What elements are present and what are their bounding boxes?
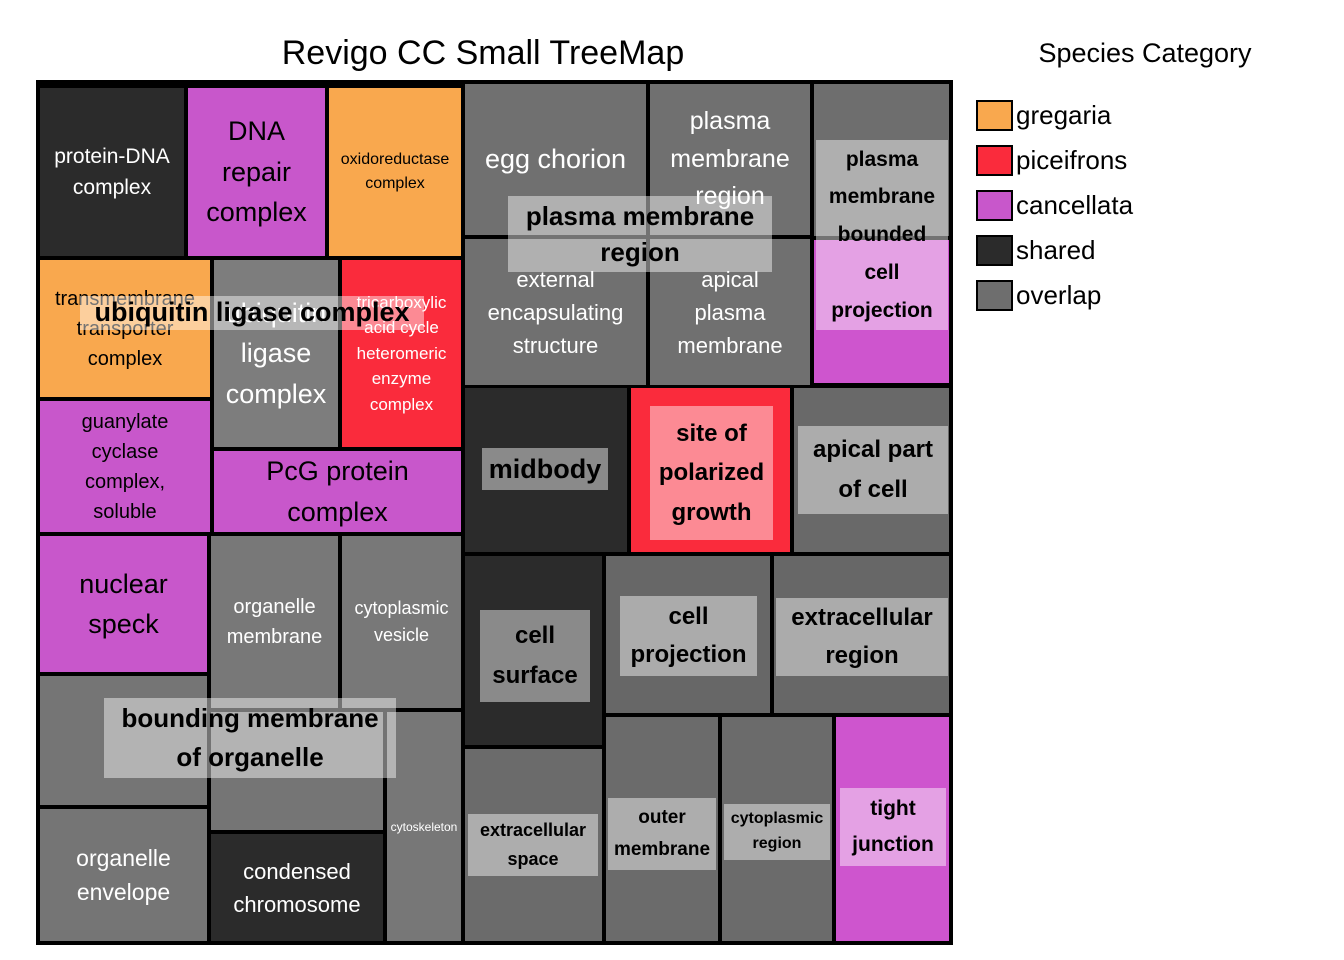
treemap-cell-label: transmembrane transporter complex (54, 287, 196, 370)
gregaria-color-swatch (976, 100, 1013, 131)
treemap-cell-protein-dna-complex: protein-DNA complex (40, 88, 184, 256)
treemap-cell-label: protein-DNA complex (54, 144, 170, 200)
treemap-cell-apical-part-of-cell (794, 388, 949, 552)
treemap-cell-label: external encapsulating structure (487, 266, 624, 358)
treemap-group-label-cytoplasmic-region: cytoplasmic region (724, 804, 830, 860)
treemap-cell-label: organelle envelope (76, 844, 171, 906)
treemap-group-label-plasma-membrane-bounded-cell-projection: plasma membrane bounded cell projection (816, 140, 948, 330)
treemap-cell-plasma-membrane-region: plasma membrane region (650, 84, 810, 235)
treemap-cell-site-of-polarized-growth (631, 388, 790, 552)
treemap-cell-extracellular-region (774, 556, 949, 713)
legend-item-piceifrons: piceifrons (976, 145, 1133, 176)
legend-item-overlap: overlap (976, 280, 1133, 311)
treemap: protein-DNA complex DNA repair complex oxi… (36, 80, 953, 945)
treemap-group-label-apical-part-of-cell: apical part of cell (798, 426, 948, 514)
treemap-cell-cell-projection (606, 556, 770, 713)
treemap-cell-label: nuclear speck (79, 568, 168, 640)
legend-item-gregaria: gregaria (976, 100, 1133, 131)
treemap-cell-guanylate-cyclase-complex-soluble: guanylate cyclase complex, soluble (40, 401, 210, 532)
treemap-cell-oxidoreductase-complex: oxidoreductase complex (329, 88, 461, 256)
treemap-group-label-cell-projection: cell projection (620, 596, 757, 676)
overlap-color-swatch (976, 280, 1013, 311)
treemap-cell-label: oxidoreductase complex (340, 151, 450, 192)
treemap-cell-label: plasma membrane region (670, 107, 790, 211)
treemap-cell-label: apical plasma membrane (677, 266, 783, 358)
piceifrons-color-swatch (976, 145, 1013, 176)
treemap-cell-midbody (465, 388, 627, 552)
legend-item-label: gregaria (1016, 100, 1112, 130)
treemap-group-label-extracellular-space: extracellular space (468, 814, 598, 876)
treemap-cell-pcg-protein-complex: PcG protein complex (214, 451, 461, 532)
treemap-cell-organelle-membrane: organelle membrane (211, 536, 338, 708)
treemap-group-label-midbody: midbody (482, 448, 608, 490)
treemap-cell-label: guanylate cyclase complex, soluble (81, 410, 169, 523)
treemap-group-label-bounding-membrane-of-organelle: bounding membrane of organelle (104, 698, 396, 778)
treemap-cell-label: ubiquitin ligase complex (225, 297, 327, 409)
treemap-cell-label: tricarboxylic acid cycle heteromeric enz… (356, 292, 447, 414)
treemap-group-label-plasma-membrane-region: plasma membrane region (508, 196, 772, 272)
treemap-cell-plasma-membrane-bounded-cell-projection-upper (814, 84, 949, 236)
treemap-group-label-site-of-polarized-growth: site of polarized growth (650, 406, 773, 540)
legend-title: Species Category (1038, 38, 1252, 68)
treemap-cell-cytoskeleton: cytoskeleton (387, 712, 461, 941)
shared-color-swatch (976, 235, 1013, 266)
treemap-cell-nuclear-speck: nuclear speck (40, 536, 207, 672)
treemap-cell-ubiquitin-ligase-complex: ubiquitin ligase complex (214, 260, 338, 447)
treemap-group-label-extracellular-region: extracellular region (776, 598, 948, 676)
treemap-cell-plasma-membrane-bounded-cell-projection-lower (814, 240, 949, 383)
treemap-cell-apical-plasma-membrane: apical plasma membrane (650, 239, 810, 385)
treemap-cell-condensed-chromosome: condensed chromosome (211, 834, 383, 941)
treemap-group-label-outer-membrane: outer membrane (608, 798, 716, 870)
legend: gregaria piceifrons cancellata shared ov… (976, 100, 1133, 325)
treemap-cell-label: egg chorion (484, 144, 627, 175)
treemap-cell-organelle-envelope: organelle envelope (40, 809, 207, 941)
treemap-cell-cytoplasmic-vesicle: cytoplasmic vesicle (342, 536, 461, 708)
legend-item-cancellata: cancellata (976, 190, 1133, 221)
legend-item-label: overlap (1016, 280, 1102, 310)
treemap-cell-label: DNA repair complex (206, 116, 307, 228)
treemap-cell-extracellular-space (465, 749, 602, 941)
treemap-cell-bounding-membrane-of-organelle-left (40, 676, 207, 805)
treemap-cell-bounding-membrane-of-organelle-mid (211, 712, 383, 830)
treemap-cell-cell-surface (465, 556, 602, 745)
legend-item-shared: shared (976, 235, 1133, 266)
treemap-group-label-tight-junction: tight junction (840, 788, 946, 866)
treemap-cell-external-encapsulating-structure: external encapsulating structure (465, 239, 646, 385)
treemap-cell-tricarboxylic-acid-cycle-heteromeric-enzyme-complex: tricarboxylic acid cycle heteromeric enz… (342, 260, 461, 447)
treemap-cell-dna-repair-complex: DNA repair complex (188, 88, 325, 256)
treemap-cell-outer-membrane (606, 717, 718, 941)
treemap-cell-tight-junction (836, 717, 949, 941)
treemap-cell-transmembrane-transporter-complex: transmembrane transporter complex (40, 260, 210, 397)
treemap-cell-label: PcG protein complex (266, 456, 409, 527)
treemap-group-label-ubiquitin-ligase-complex: ubiquitin ligase complex (80, 296, 424, 330)
treemap-cell-label: organelle membrane (226, 596, 323, 648)
legend-item-label: piceifrons (1016, 145, 1128, 175)
treemap-cell-cytoplasmic-region (722, 717, 832, 941)
treemap-cell-label: cytoplasmic vesicle (354, 598, 449, 645)
treemap-group-label-cell-surface: cell surface (480, 610, 590, 702)
legend-item-label: cancellata (1016, 190, 1134, 220)
page-title: Revigo CC Small TreeMap (281, 34, 685, 72)
treemap-cell-label: condensed chromosome (233, 858, 361, 917)
legend-item-label: shared (1016, 235, 1096, 265)
treemap-cell-label: cytoskeleton (390, 819, 458, 834)
treemap-cell-egg-chorion: egg chorion (465, 84, 646, 235)
cancellata-color-swatch (976, 190, 1013, 221)
